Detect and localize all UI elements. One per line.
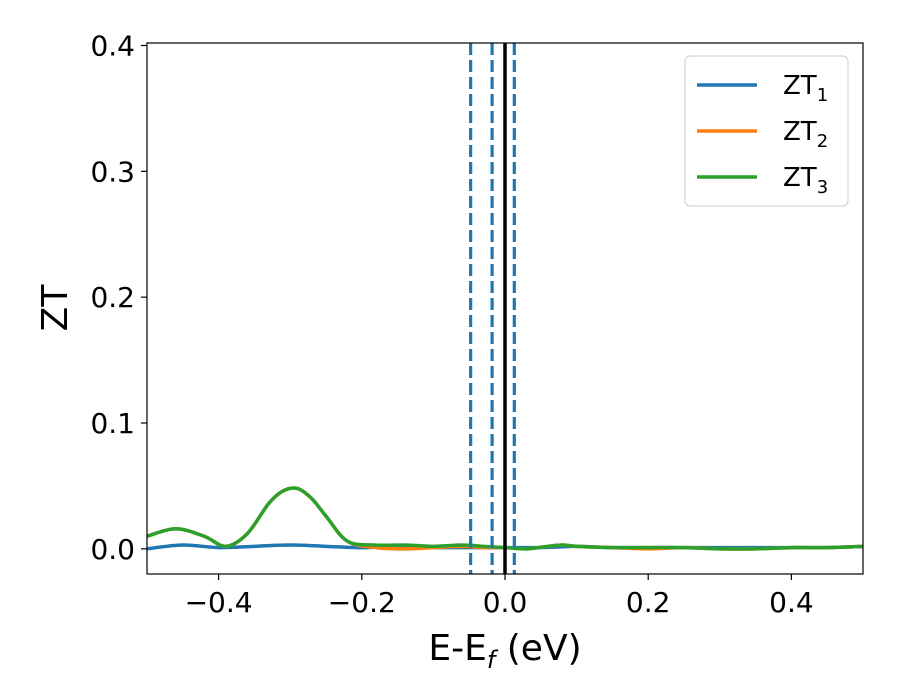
legend-label-zt1: ZT1: [783, 71, 828, 106]
legend-box: [684, 55, 849, 207]
reference-lines: [469, 43, 516, 574]
y-axis-ticks: 0.0 0.1 0.2 0.3 0.4: [90, 30, 147, 566]
y-tick-label: 0.2: [90, 281, 135, 314]
x-axis-label: E-Ef (eV): [428, 628, 581, 674]
x-axis-ticks: −0.4 −0.2 0.0 0.2 0.4: [185, 574, 814, 619]
x-tick-label: 0.0: [483, 586, 528, 619]
y-axis-label: ZT: [35, 284, 76, 332]
y-tick-label: 0.4: [90, 30, 135, 63]
legend-label-zt3: ZT3: [783, 163, 828, 198]
x-tick-label: 0.4: [769, 586, 814, 619]
x-tick-label: −0.2: [328, 586, 396, 619]
x-axis-label-main: E-E: [428, 628, 486, 669]
x-tick-label: −0.4: [185, 586, 253, 619]
x-axis-label-unit: (eV): [495, 628, 581, 669]
legend-label-zt2: ZT2: [783, 117, 828, 152]
legend: ZT1 ZT2 ZT3: [684, 55, 849, 207]
x-tick-label: 0.2: [626, 586, 671, 619]
y-tick-label: 0.3: [90, 155, 135, 188]
series-line-zt3: [147, 486, 863, 551]
y-tick-label: 0.0: [90, 533, 135, 566]
y-tick-label: 0.1: [90, 407, 135, 440]
